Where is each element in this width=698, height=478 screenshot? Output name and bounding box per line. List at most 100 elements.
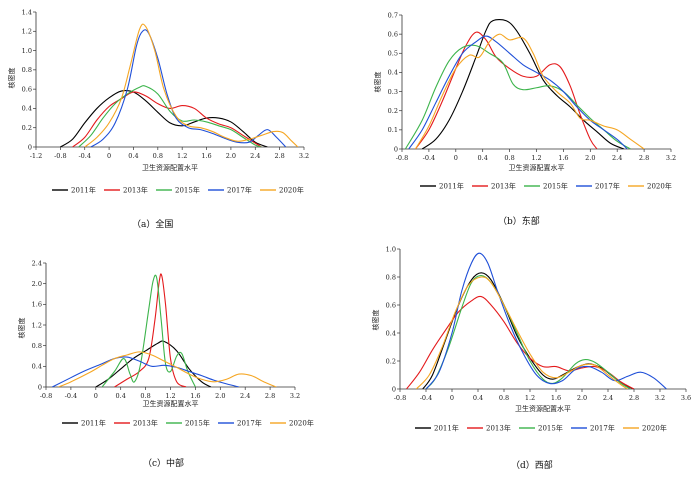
series-line-national-2013 <box>72 91 262 147</box>
panel-caption-west: （d）西部 <box>511 461 553 471</box>
x-tick-label: 1.6 <box>551 394 561 402</box>
y-tick-label: 0.4 <box>32 363 42 371</box>
x-axis-title: 卫生资源配置水平 <box>143 399 199 408</box>
x-tick-label: 3.2 <box>299 152 309 160</box>
legend-label: 2011年 <box>81 419 106 428</box>
x-tick-label: -0.8 <box>394 394 407 402</box>
x-tick-label: 3.2 <box>290 392 300 400</box>
series-line-central-2020 <box>58 351 277 387</box>
x-tick-label: 2.0 <box>226 152 236 160</box>
y-tick-label: 1.0 <box>386 245 396 253</box>
y-tick-label: 0.1 <box>388 126 398 134</box>
x-tick-label: 2.0 <box>577 394 587 402</box>
x-tick-label: 1.6 <box>190 392 200 400</box>
x-tick-label: -0.8 <box>54 152 67 160</box>
x-axis-title: 卫生资源配置水平 <box>509 163 565 172</box>
y-tick-label: 1.0 <box>22 47 32 55</box>
y-tick-label: 0.7 <box>388 11 398 19</box>
y-tick-label: 0.8 <box>386 273 396 281</box>
y-tick-label: 0 <box>394 145 398 153</box>
x-tick-label: 2.4 <box>612 154 622 162</box>
y-tick-label: 0.4 <box>386 329 396 337</box>
series-line-central-2011 <box>95 340 212 387</box>
series-line-national-2011 <box>60 89 268 147</box>
x-tick-label: -0.4 <box>78 152 91 160</box>
y-tick-label: 0.6 <box>388 30 398 38</box>
y-tick-label: 0 <box>38 383 42 391</box>
y-tick-label: 2.0 <box>32 280 42 288</box>
legend-label: 2011年 <box>439 182 464 191</box>
x-tick-label: 1.2 <box>531 154 541 162</box>
x-tick-label: 0 <box>107 152 111 160</box>
series-line-west-2020 <box>415 276 628 389</box>
y-tick-label: 1.4 <box>22 8 32 16</box>
y-tick-label: 0 <box>392 385 396 393</box>
series-line-national-2020 <box>84 23 299 147</box>
x-tick-label: 0.4 <box>116 392 126 400</box>
y-tick-label: 0.3 <box>388 88 398 96</box>
series-line-central-2013 <box>114 273 187 387</box>
legend-label: 2013年 <box>123 186 148 195</box>
y-tick-label: 1.6 <box>32 301 42 309</box>
y-tick-label: 0.8 <box>22 66 32 74</box>
x-tick-label: 0.4 <box>128 152 138 160</box>
series-line-east-2013 <box>414 31 598 149</box>
legend-label: 2017年 <box>227 186 252 195</box>
panel-caption-east: （b）东部 <box>498 217 540 227</box>
x-tick-label: 2.8 <box>274 152 284 160</box>
x-tick-label: 2.0 <box>585 154 595 162</box>
legend-label: 2017年 <box>590 424 615 433</box>
series-line-east-2015 <box>404 44 631 149</box>
y-tick-label: 1.2 <box>32 321 42 329</box>
x-tick-label: -0.8 <box>396 154 409 162</box>
y-tick-label: 0.4 <box>22 105 32 113</box>
series-line-west-2017 <box>425 252 667 389</box>
y-tick-label: 0.6 <box>386 301 396 309</box>
x-tick-label: 0.4 <box>473 394 483 402</box>
y-axis-title: 核密度 <box>17 318 26 339</box>
x-tick-label: 3.2 <box>666 154 676 162</box>
legend-label: 2013年 <box>491 182 516 191</box>
x-tick-label: 0.8 <box>140 392 150 400</box>
x-tick-label: 2.0 <box>215 392 225 400</box>
y-tick-label: 0.2 <box>388 107 398 115</box>
series-line-east-2011 <box>421 18 625 149</box>
legend-label: 2015年 <box>538 424 563 433</box>
chart-panel-national: -1.2 -0.8 -0.4 0 0.4 0.8 1.2 1.6 2.0 2.4 2.8 3.2 0 0.… <box>7 8 309 194</box>
x-tick-label: -0.8 <box>40 392 53 400</box>
x-axis-title: 卫生资源配置水平 <box>515 404 571 413</box>
series-line-national-2017 <box>90 29 287 147</box>
legend-label: 2015年 <box>175 186 200 195</box>
x-tick-label: 1.2 <box>177 152 187 160</box>
series-line-central-2015 <box>101 274 196 387</box>
x-tick-label: 0.8 <box>504 154 514 162</box>
x-tick-label: 2.4 <box>603 394 613 402</box>
legend-label: 2013年 <box>133 419 158 428</box>
legend-label: 2020年 <box>642 424 667 433</box>
legend-label: 2017年 <box>237 419 262 428</box>
y-tick-label: 0.6 <box>22 85 32 93</box>
x-tick-label: -1.2 <box>30 152 43 160</box>
x-tick-label: 1.2 <box>165 392 175 400</box>
y-axis-title: 核密度 <box>7 68 16 89</box>
legend-label: 2011年 <box>434 424 459 433</box>
x-tick-label: 1.2 <box>525 394 535 402</box>
x-tick-label: 3.6 <box>681 394 691 402</box>
legend-label: 2017年 <box>595 182 620 191</box>
chart-panel-west: -0.8 -0.4 0 0.4 0.8 1.2 1.6 2.0 2.4 2.8 3.2 3.6 0 0.2… <box>371 245 691 432</box>
x-tick-label: 0.8 <box>499 394 509 402</box>
y-axis-title: 核密度 <box>373 72 382 93</box>
legend-label: 2020年 <box>289 419 314 428</box>
y-tick-label: 0.8 <box>32 342 42 350</box>
x-tick-label: 2.8 <box>265 392 275 400</box>
series-line-west-2013 <box>406 295 635 389</box>
legend-label: 2020年 <box>647 182 672 191</box>
x-tick-label: -0.4 <box>423 154 436 162</box>
x-tick-label: 2.8 <box>639 154 649 162</box>
legend-label: 2015年 <box>185 419 210 428</box>
x-tick-label: 2.8 <box>629 394 639 402</box>
legend-label: 2011年 <box>71 186 96 195</box>
x-tick-label: 1.6 <box>201 152 211 160</box>
series-line-central-2017 <box>51 356 240 387</box>
x-tick-label: 0 <box>94 392 98 400</box>
